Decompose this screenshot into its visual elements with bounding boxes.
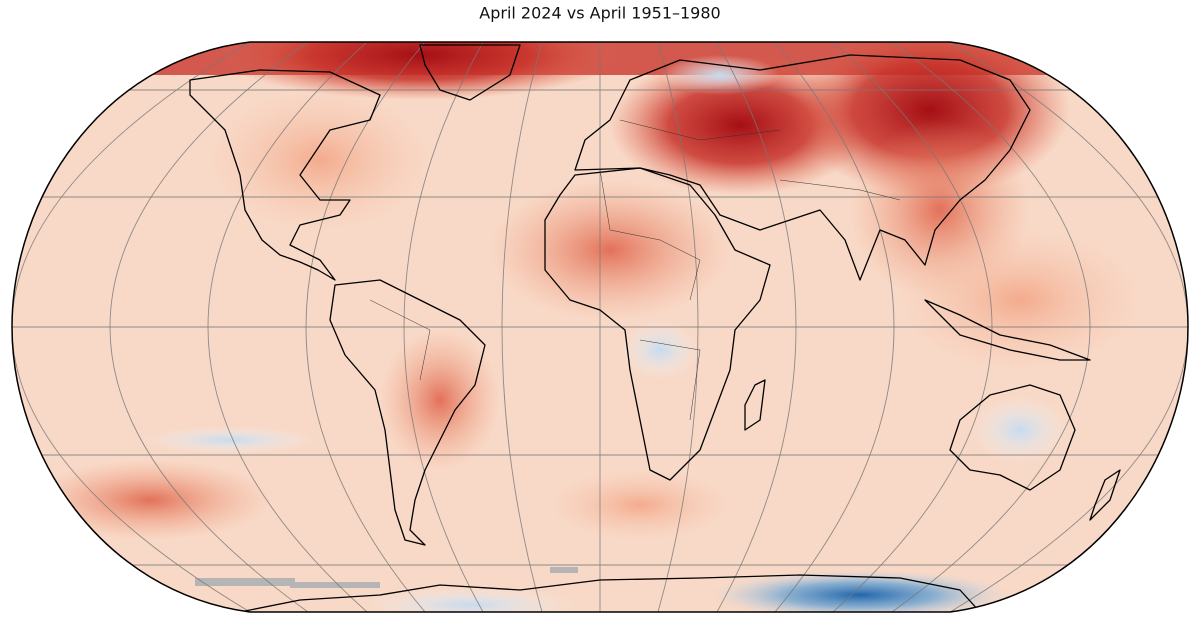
north-america (189, 69, 381, 281)
missing-data (290, 582, 380, 588)
meridian (716, 42, 797, 612)
meridian (207, 42, 368, 612)
na-warm (210, 90, 430, 230)
missing-data (195, 578, 295, 586)
south-pacific-warm (30, 460, 270, 540)
greenland-warm (220, 42, 620, 100)
south-pacific-cool (140, 426, 320, 454)
brazil-warm (380, 330, 500, 470)
map-title: April 2024 vs April 1951–1980 (479, 4, 720, 23)
meridian (774, 42, 895, 612)
map-frame (11, 41, 1189, 613)
madagascar (744, 379, 766, 431)
meridian (403, 42, 484, 612)
sahara-warm (490, 180, 730, 320)
arctic-cool (660, 55, 780, 95)
meridian (501, 42, 543, 612)
meridian (832, 42, 993, 612)
meridian (657, 42, 699, 612)
antarctica (239, 574, 981, 612)
greenland (419, 44, 521, 101)
south-america (329, 279, 486, 546)
west-pacific-warm (900, 230, 1140, 370)
borders (369, 119, 901, 421)
antarctica-cold (710, 570, 1010, 612)
australia (949, 384, 1076, 491)
meridian (305, 42, 426, 612)
new-zealand (1089, 469, 1121, 521)
coastlines (189, 44, 1121, 612)
indonesia (924, 299, 1091, 361)
meridian (891, 42, 1091, 612)
meridian (109, 42, 309, 612)
missing-data (550, 567, 578, 573)
south-atlantic-warm (550, 470, 730, 540)
australia-cool (970, 395, 1070, 465)
congo-cool (620, 320, 700, 380)
eurasia (574, 54, 1031, 281)
antarctica-cool (360, 587, 580, 612)
africa (544, 167, 771, 481)
